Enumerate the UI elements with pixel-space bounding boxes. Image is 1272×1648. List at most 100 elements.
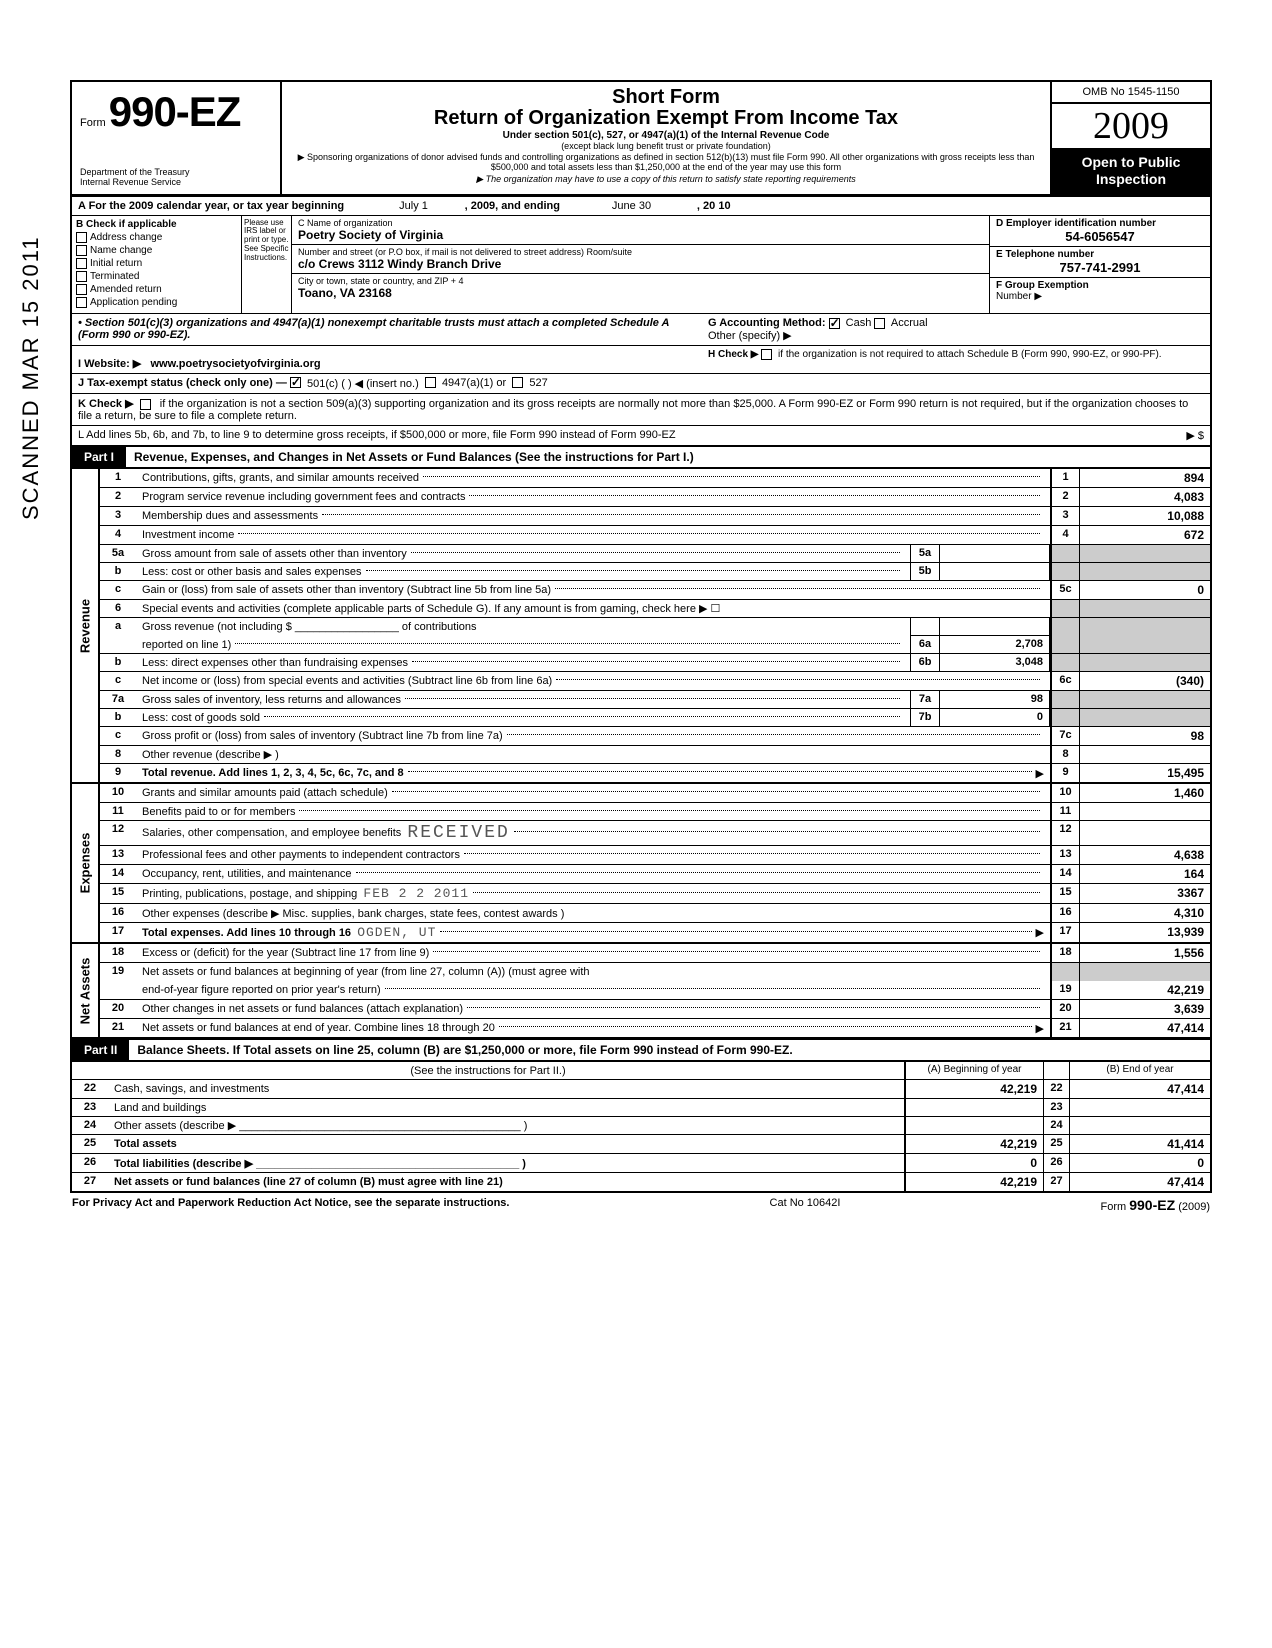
row-a-begin: July 1 xyxy=(399,200,428,212)
line-10-val: 1,460 xyxy=(1080,784,1210,802)
line-6a-val: 2,708 xyxy=(940,636,1050,653)
part2-header: Part II Balance Sheets. If Total assets … xyxy=(70,1039,1212,1062)
form-word: Form xyxy=(80,117,106,129)
line-6c-val: (340) xyxy=(1080,672,1210,690)
subtitle-except: (except black lung benefit trust or priv… xyxy=(292,141,1040,151)
line-23-a xyxy=(904,1099,1044,1116)
line-6b-val: 3,048 xyxy=(940,654,1050,671)
line-7a-val: 98 xyxy=(940,691,1050,708)
k-text: if the organization is not a section 509… xyxy=(78,398,1188,422)
l-arrow: ▶ $ xyxy=(1186,429,1204,442)
scanned-stamp: SCANNED MAR 15 2011 xyxy=(18,235,44,520)
check-4947[interactable] xyxy=(425,377,436,388)
line-1-desc: Contributions, gifts, grants, and simila… xyxy=(142,472,419,484)
row-j: J Tax-exempt status (check only one) — 5… xyxy=(70,374,1212,394)
expenses-body: 10Grants and similar amounts paid (attac… xyxy=(100,784,1210,942)
line-18-val: 1,556 xyxy=(1080,944,1210,962)
line-25-a: 42,219 xyxy=(904,1135,1044,1153)
check-cash[interactable] xyxy=(829,318,840,329)
f-label: F Group Exemption xyxy=(996,280,1089,291)
j-4947: 4947(a)(1) or xyxy=(442,377,506,390)
revenue-side: Revenue xyxy=(72,469,100,782)
d-label: D Employer identification number xyxy=(996,218,1156,229)
line-22-b: 47,414 xyxy=(1070,1080,1210,1098)
b-label: B Check if applicable xyxy=(76,219,177,230)
line-16-desc: Other expenses (describe ▶ Misc. supplie… xyxy=(142,907,564,920)
h-block: H Check ▶ if the organization is not req… xyxy=(698,349,1204,370)
line-24-b xyxy=(1070,1117,1210,1134)
line-3-desc: Membership dues and assessments xyxy=(142,510,318,522)
row-l: L Add lines 5b, 6b, and 7b, to line 9 to… xyxy=(70,426,1212,446)
check-amended[interactable]: Amended return xyxy=(76,284,237,295)
header-center: Short Form Return of Organization Exempt… xyxy=(282,82,1050,194)
form-number: 990-EZ xyxy=(109,88,241,135)
privacy-notice: For Privacy Act and Paperwork Reduction … xyxy=(72,1197,509,1213)
open-public-1: Open to Public xyxy=(1056,154,1206,171)
line-22-a: 42,219 xyxy=(904,1080,1044,1098)
line-27-b: 47,414 xyxy=(1070,1173,1210,1191)
row-hi: I Website: ▶ www.poetrysocietyofvirginia… xyxy=(70,346,1212,374)
date-stamp: FEB 2 2 2011 xyxy=(363,886,469,901)
line-13-val: 4,638 xyxy=(1080,846,1210,864)
line-7c-desc: Gross profit or (loss) from sales of inv… xyxy=(142,730,503,742)
line-26-a: 0 xyxy=(904,1154,1044,1172)
check-address[interactable]: Address change xyxy=(76,232,237,243)
line-22-desc: Cash, savings, and investments xyxy=(114,1083,269,1095)
row-a: A For the 2009 calendar year, or tax yea… xyxy=(70,197,1212,216)
col-c: C Name of organization Poetry Society of… xyxy=(292,216,990,314)
row-a-tail: , 20 10 xyxy=(697,200,731,212)
line-21-desc: Net assets or fund balances at end of ye… xyxy=(142,1022,495,1034)
title-short-form: Short Form xyxy=(292,86,1040,109)
line-23-b xyxy=(1070,1099,1210,1116)
check-527[interactable] xyxy=(512,377,523,388)
netassets-side: Net Assets xyxy=(72,944,100,1037)
check-501c[interactable] xyxy=(290,377,301,388)
line-21-val: 47,414 xyxy=(1080,1019,1210,1037)
check-terminated[interactable]: Terminated xyxy=(76,271,237,282)
line-27-desc: Net assets or fund balances (line 27 of … xyxy=(114,1176,503,1188)
line-3-val: 10,088 xyxy=(1080,507,1210,525)
line-26-b: 0 xyxy=(1070,1154,1210,1172)
part2-label: Part II xyxy=(72,1040,129,1060)
open-public: Open to Public Inspection xyxy=(1052,148,1210,194)
check-initial[interactable]: Initial return xyxy=(76,258,237,269)
line-7c-val: 98 xyxy=(1080,727,1210,745)
part1-label: Part I xyxy=(72,447,126,467)
subtitle-section: Under section 501(c), 527, or 4947(a)(1)… xyxy=(292,130,1040,141)
row-a-end: June 30 xyxy=(612,200,651,212)
check-pending[interactable]: Application pending xyxy=(76,297,237,308)
col-b-header: (B) End of year xyxy=(1070,1062,1210,1079)
j-527: 527 xyxy=(529,377,547,390)
part1-header: Part I Revenue, Expenses, and Changes in… xyxy=(70,446,1212,469)
col-a-header: (A) Beginning of year xyxy=(904,1062,1044,1079)
row-a-label: A For the 2009 calendar year, or tax yea… xyxy=(78,200,344,212)
form-ref: Form 990-EZ (2009) xyxy=(1100,1197,1210,1213)
title-return: Return of Organization Exempt From Incom… xyxy=(292,107,1040,130)
line-14-desc: Occupancy, rent, utilities, and maintena… xyxy=(142,868,352,880)
line-15-val: 3367 xyxy=(1080,884,1210,903)
line-26-desc: Total liabilities (describe ▶ __________… xyxy=(114,1158,526,1170)
check-k[interactable] xyxy=(140,399,151,410)
line-25-desc: Total assets xyxy=(114,1138,177,1150)
line-7b-val: 0 xyxy=(940,709,1050,726)
cell-ein: D Employer identification number 54-6056… xyxy=(990,216,1210,247)
k-label: K Check ▶ xyxy=(78,398,134,410)
check-accrual[interactable] xyxy=(874,318,885,329)
i-label: I Website: ▶ xyxy=(78,358,141,370)
check-h[interactable] xyxy=(761,349,772,360)
cat-number: Cat No 10642I xyxy=(770,1197,841,1213)
h-label: H Check ▶ xyxy=(708,350,758,361)
netassets-section: Net Assets 18Excess or (deficit) for the… xyxy=(70,944,1212,1039)
org-addr: c/o Crews 3112 Windy Branch Drive xyxy=(298,257,983,271)
line-20-desc: Other changes in net assets or fund bala… xyxy=(142,1003,463,1015)
section-bcdef: B Check if applicable Address change Nam… xyxy=(70,216,1212,315)
line-8-val xyxy=(1080,746,1210,763)
line-6b-desc: Less: direct expenses other than fundrai… xyxy=(142,657,408,669)
check-name[interactable]: Name change xyxy=(76,245,237,256)
part1-title: Revenue, Expenses, and Changes in Net As… xyxy=(126,447,702,467)
cell-group: F Group Exemption Number ▶ xyxy=(990,278,1210,304)
ein-value: 54-6056547 xyxy=(996,229,1204,244)
line-15-desc: Printing, publications, postage, and shi… xyxy=(142,888,357,900)
g-other: Other (specify) ▶ xyxy=(708,329,1204,342)
j-label: J Tax-exempt status (check only one) — xyxy=(78,377,287,390)
